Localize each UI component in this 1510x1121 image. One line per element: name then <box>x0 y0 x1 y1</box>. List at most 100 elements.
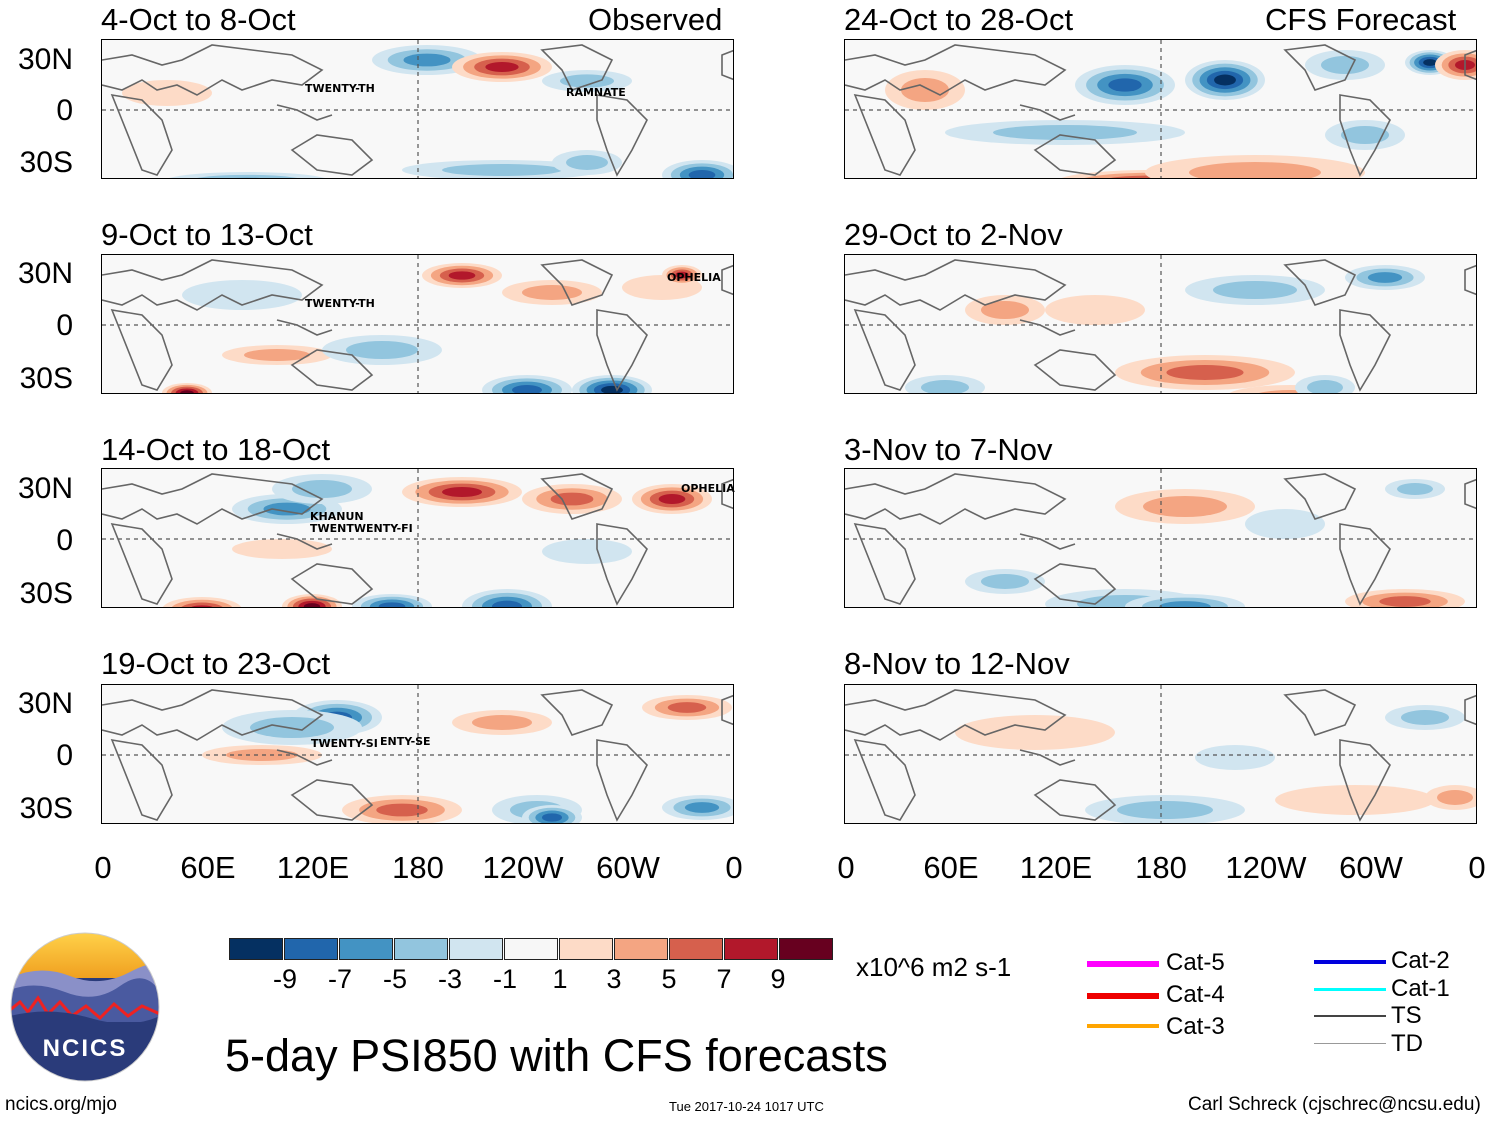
coastline <box>1339 523 1391 606</box>
coastline <box>102 44 324 96</box>
coastline <box>540 689 614 736</box>
lon-label: 0 <box>94 850 112 885</box>
lat-label-eq: 0 <box>56 94 73 127</box>
ncics-logo-graphic <box>10 932 160 1082</box>
coastline <box>1339 739 1391 822</box>
anomaly-contour <box>233 177 261 178</box>
coastline <box>1464 49 1476 81</box>
lat-label-30n: 30N <box>17 472 73 505</box>
main-title: 5-day PSI850 with CFS forecasts <box>225 1030 888 1081</box>
anomaly-contour <box>601 385 623 393</box>
lat-label-30s: 30S <box>19 362 73 395</box>
coastline <box>1464 694 1476 726</box>
anomaly-contour <box>403 53 451 67</box>
coastline <box>290 134 374 176</box>
coastline <box>596 94 648 177</box>
storm-label: KHANUN <box>310 510 364 523</box>
lat-label-eq: 0 <box>56 524 73 557</box>
storm-label: OPHELIA <box>667 271 721 284</box>
coastline <box>721 49 733 81</box>
anomaly-contour <box>196 174 298 178</box>
map-panel-left-2 <box>101 254 734 394</box>
legend-swatch-cat5 <box>1087 961 1159 967</box>
coastline <box>276 319 333 336</box>
anomaly-contour <box>303 603 321 607</box>
panel-title-right-1: 24-Oct to 28-Oct <box>844 2 1074 37</box>
anomaly-contour <box>1143 496 1227 517</box>
colorbar-tick-label: -5 <box>382 964 408 994</box>
footer-url[interactable]: ncics.org/mjo <box>5 1094 117 1115</box>
anomaly-contour <box>472 715 532 730</box>
coastline <box>596 523 648 606</box>
forecast-label: CFS Forecast <box>1265 2 1457 37</box>
lat-label-30s: 30S <box>19 792 73 825</box>
coastline <box>290 349 374 391</box>
colorbar-box <box>449 938 503 960</box>
coastline <box>1339 309 1391 392</box>
coastline <box>110 522 173 605</box>
anomaly-contour <box>485 62 519 72</box>
lon-label: 60W <box>596 850 660 885</box>
lat-label-30n: 30N <box>17 257 73 290</box>
coastline <box>110 308 173 391</box>
map-panel-right-3 <box>844 468 1477 608</box>
lon-label: 120E <box>276 850 350 885</box>
coastline <box>1019 104 1076 121</box>
anomaly-contour <box>658 494 686 504</box>
anomaly-contour <box>1117 801 1213 819</box>
coastline <box>853 738 916 821</box>
lon-label: 0 <box>1468 850 1486 885</box>
colorbar-box <box>724 938 778 960</box>
anomaly-contour <box>292 480 352 498</box>
coastline <box>540 473 614 520</box>
lon-label: 120W <box>1225 850 1307 885</box>
coastline <box>1339 94 1391 177</box>
colorbar <box>229 938 833 962</box>
anomaly-contour <box>1379 596 1431 607</box>
coastline <box>596 309 648 392</box>
storm-label: ENTY-SE <box>380 735 431 748</box>
lon-label: 120W <box>482 850 564 885</box>
coastline <box>276 749 333 766</box>
map-panel-left-4 <box>101 684 734 824</box>
storm-label: TWENTY-TH <box>305 82 375 95</box>
colorbar-tick-label: -1 <box>492 964 518 994</box>
map-panel-right-1 <box>844 39 1477 179</box>
coastline <box>1283 259 1357 306</box>
colorbar-tick-label: 3 <box>606 964 622 994</box>
coastline <box>845 44 1067 96</box>
lon-label: 60E <box>923 850 979 885</box>
storm-label: TWENTY-TH <box>305 297 375 310</box>
anomaly-contour <box>921 380 969 393</box>
anomaly-contour <box>1367 272 1403 283</box>
anomaly-contour <box>981 574 1029 589</box>
legend-label-ts: TS <box>1391 1002 1422 1029</box>
anomaly-contour <box>901 78 949 102</box>
storm-label: TWENTY-SI <box>311 737 378 750</box>
colorbar-box <box>559 938 613 960</box>
anomaly-contour <box>1275 785 1435 815</box>
colorbar-tick-label: -7 <box>327 964 353 994</box>
lon-label: 180 <box>392 850 444 885</box>
footer-author: Carl Schreck (cjschrec@ncsu.edu) <box>1188 1094 1481 1115</box>
legend-label-cat1: Cat-1 <box>1391 975 1450 1002</box>
anomaly-contour <box>667 702 707 713</box>
anomaly-contour <box>684 802 720 813</box>
anomaly-contour <box>566 155 608 170</box>
anomaly-contour <box>180 390 194 393</box>
coastline <box>102 259 324 311</box>
coastline <box>1464 478 1476 510</box>
storm-label: TWENTWENTY-FI <box>310 522 413 535</box>
coastline <box>853 93 916 176</box>
colorbar-units: x10^6 m2 s-1 <box>856 952 1012 982</box>
coastline <box>1033 134 1117 176</box>
anomaly-contour <box>981 301 1029 319</box>
lat-label-eq: 0 <box>56 739 73 772</box>
anomaly-contour <box>688 170 716 178</box>
coastline <box>1019 319 1076 336</box>
colorbar-box <box>394 938 448 960</box>
footer-timestamp: Tue 2017-10-24 1017 UTC <box>669 1099 824 1114</box>
coastline <box>1033 349 1117 391</box>
lon-label: 0 <box>837 850 855 885</box>
panel-title-right-3: 3-Nov to 7-Nov <box>844 432 1053 467</box>
